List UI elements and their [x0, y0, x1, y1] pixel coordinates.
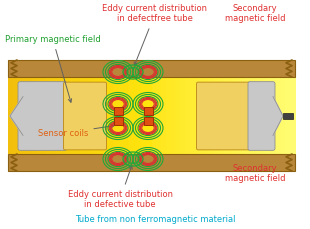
FancyBboxPatch shape: [113, 107, 122, 115]
Bar: [204, 77, 209, 154]
Bar: [8, 77, 13, 154]
Bar: [233, 77, 238, 154]
Bar: [147, 77, 152, 154]
Bar: [252, 77, 257, 154]
Bar: [228, 77, 233, 154]
Bar: [46, 77, 51, 154]
Text: Primary magnetic field: Primary magnetic field: [5, 35, 101, 102]
FancyBboxPatch shape: [64, 82, 107, 150]
Bar: [65, 77, 71, 154]
Bar: [37, 77, 42, 154]
Bar: [286, 77, 291, 154]
Bar: [70, 77, 75, 154]
Bar: [175, 77, 181, 154]
FancyBboxPatch shape: [144, 107, 153, 115]
Bar: [137, 77, 142, 154]
Text: Eddy current distribution
in defective tube: Eddy current distribution in defective t…: [68, 166, 172, 209]
Bar: [118, 77, 123, 154]
Bar: [75, 77, 80, 154]
Bar: [42, 77, 47, 154]
Bar: [8, 77, 295, 154]
Text: Secondary
magnetic field: Secondary magnetic field: [225, 4, 285, 23]
Bar: [94, 77, 100, 154]
Bar: [18, 77, 23, 154]
Bar: [99, 77, 104, 154]
Bar: [257, 77, 262, 154]
Bar: [128, 77, 133, 154]
Bar: [185, 77, 190, 154]
Bar: [195, 77, 200, 154]
Bar: [13, 77, 18, 154]
Text: Eddy current distribution
in defectfree tube: Eddy current distribution in defectfree …: [103, 4, 207, 65]
Bar: [51, 77, 56, 154]
Bar: [262, 77, 267, 154]
Bar: [237, 77, 243, 154]
Bar: [180, 77, 185, 154]
Bar: [214, 77, 219, 154]
Bar: [22, 77, 28, 154]
Bar: [281, 77, 286, 154]
Bar: [276, 77, 281, 154]
Bar: [142, 77, 147, 154]
FancyBboxPatch shape: [144, 117, 153, 125]
Bar: [247, 77, 252, 154]
Bar: [199, 77, 205, 154]
Polygon shape: [10, 97, 23, 135]
Bar: [152, 77, 157, 154]
Bar: [85, 77, 90, 154]
Bar: [190, 77, 195, 154]
Text: Secondary
magnetic field: Secondary magnetic field: [225, 164, 285, 183]
Bar: [80, 77, 85, 154]
Bar: [89, 77, 95, 154]
Bar: [161, 77, 166, 154]
Bar: [132, 77, 138, 154]
Bar: [271, 77, 277, 154]
Bar: [56, 77, 61, 154]
Bar: [283, 113, 293, 119]
Bar: [113, 77, 118, 154]
Bar: [8, 60, 295, 77]
FancyBboxPatch shape: [18, 82, 67, 150]
Bar: [32, 77, 37, 154]
Bar: [156, 77, 162, 154]
Bar: [104, 77, 109, 154]
Bar: [123, 77, 128, 154]
Polygon shape: [273, 97, 283, 135]
Text: Tube from non ferromagnetic material: Tube from non ferromagnetic material: [75, 215, 235, 224]
Bar: [108, 77, 114, 154]
Bar: [209, 77, 214, 154]
FancyBboxPatch shape: [197, 82, 251, 150]
Bar: [219, 77, 224, 154]
Bar: [8, 154, 295, 171]
FancyBboxPatch shape: [113, 117, 122, 125]
Bar: [223, 77, 228, 154]
Bar: [170, 77, 176, 154]
Bar: [166, 77, 171, 154]
Bar: [242, 77, 248, 154]
Bar: [61, 77, 66, 154]
Bar: [27, 77, 33, 154]
Bar: [290, 77, 295, 154]
FancyBboxPatch shape: [248, 82, 275, 150]
Bar: [266, 77, 272, 154]
Text: Sensor coils: Sensor coils: [38, 124, 114, 138]
